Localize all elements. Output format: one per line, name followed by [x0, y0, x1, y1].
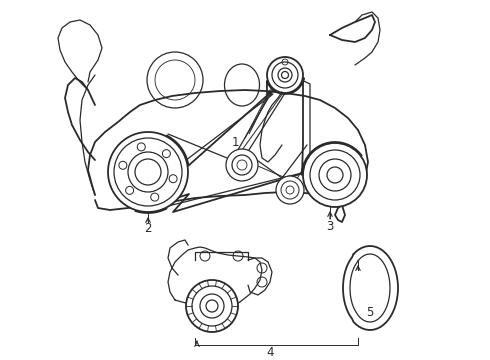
Text: 1: 1: [231, 135, 239, 148]
Circle shape: [226, 149, 258, 181]
Text: 4: 4: [266, 346, 274, 359]
Circle shape: [108, 132, 188, 212]
Circle shape: [276, 176, 304, 204]
Text: 5: 5: [367, 306, 374, 319]
Circle shape: [281, 72, 289, 78]
Text: 2: 2: [144, 221, 152, 234]
Circle shape: [303, 143, 367, 207]
Circle shape: [186, 280, 238, 332]
Circle shape: [267, 57, 303, 93]
Text: 3: 3: [326, 220, 334, 233]
